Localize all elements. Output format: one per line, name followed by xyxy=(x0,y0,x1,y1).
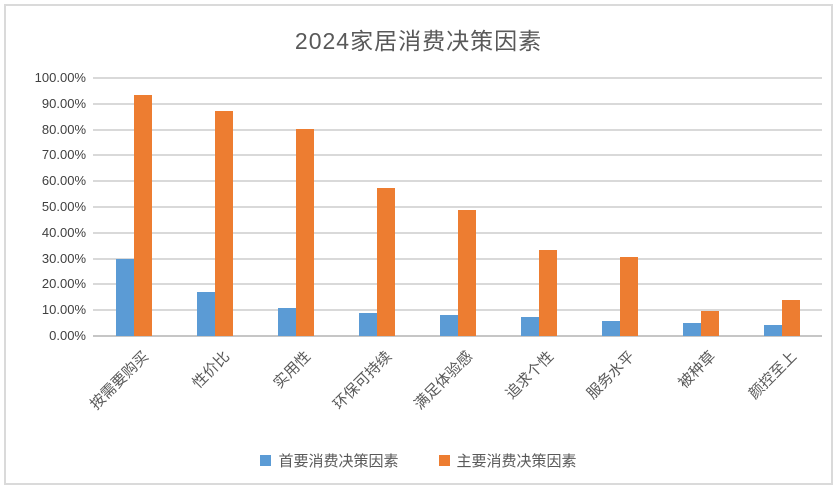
chart-title: 2024家居消费决策因素 xyxy=(294,28,543,54)
bar-series1-性价比 xyxy=(197,292,215,336)
y-axis-label: 90.00% xyxy=(41,95,86,111)
gridline xyxy=(93,77,822,79)
plot-area xyxy=(93,77,822,337)
gridline xyxy=(93,283,822,286)
legend-label: 主要消费决策因素 xyxy=(456,452,577,470)
legend-item-series2: 主要消费决策因素 xyxy=(438,450,577,471)
gridline xyxy=(93,154,822,157)
bar-series2-颜控至上 xyxy=(782,300,800,336)
bar-series1-被种草 xyxy=(683,323,701,336)
bar-series2-追求个性 xyxy=(539,250,557,336)
bar-series1-实用性 xyxy=(278,308,296,336)
legend-swatch-icon xyxy=(260,454,272,466)
gridline xyxy=(93,309,822,312)
gridline xyxy=(93,180,822,183)
gridline xyxy=(93,231,822,234)
gridline xyxy=(93,206,822,208)
legend-item-series1: 首要消费决策因素 xyxy=(260,450,399,471)
y-axis-label: 80.00% xyxy=(41,121,86,137)
bar-series2-满足体验感 xyxy=(458,210,476,336)
bar-series1-满足体验感 xyxy=(440,315,458,336)
y-axis-label: 40.00% xyxy=(41,224,86,240)
bar-series2-环保可持续 xyxy=(377,188,395,336)
gridline xyxy=(93,128,822,131)
bar-series1-按需要购买 xyxy=(116,259,134,336)
bar-series2-被种草 xyxy=(701,311,719,336)
bar-series1-环保可持续 xyxy=(359,313,377,336)
legend-swatch-icon xyxy=(438,454,450,466)
bar-series2-实用性 xyxy=(296,129,314,336)
bar-series2-服务水平 xyxy=(620,257,638,336)
y-axis-label: 0.00% xyxy=(49,328,86,343)
y-axis-label: 10.00% xyxy=(41,302,86,318)
y-axis-label: 20.00% xyxy=(41,276,86,292)
gridline xyxy=(93,102,822,105)
y-axis-label: 30.00% xyxy=(41,250,86,266)
bar-series2-性价比 xyxy=(215,111,233,336)
y-axis-label: 50.00% xyxy=(41,199,86,214)
y-axis-label: 100.00% xyxy=(34,70,86,85)
bar-series1-服务水平 xyxy=(602,321,620,336)
bar-series2-按需要购买 xyxy=(134,95,152,336)
y-axis-label: 70.00% xyxy=(41,147,86,163)
legend: 首要消费决策因素 主要消费决策因素 xyxy=(0,447,837,473)
x-axis-line xyxy=(93,335,822,337)
gridline xyxy=(93,257,822,260)
bar-series1-颜控至上 xyxy=(764,325,782,336)
legend-label: 首要消费决策因素 xyxy=(278,452,399,470)
bar-series1-追求个性 xyxy=(521,317,539,336)
y-axis-label: 60.00% xyxy=(41,173,86,189)
